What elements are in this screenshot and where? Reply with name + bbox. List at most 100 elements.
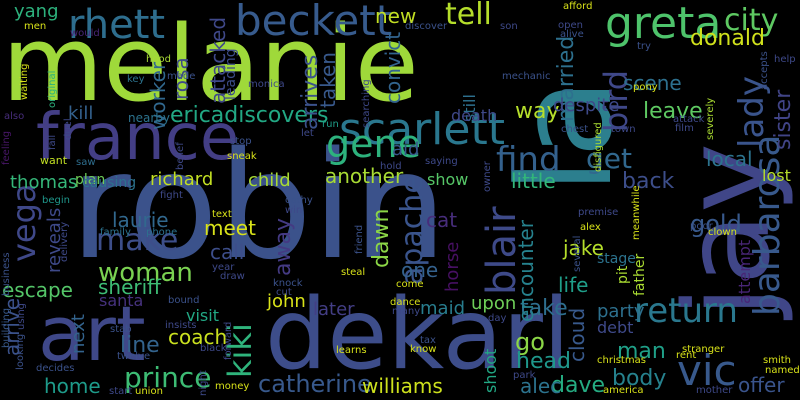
word-hold: hold [380, 161, 402, 172]
word-family: family [100, 227, 131, 238]
word-horse: horse [442, 241, 463, 292]
word-sister: sister [771, 89, 796, 150]
word-despite: despite [553, 95, 620, 116]
word-show: show [427, 170, 469, 189]
word-art: art [38, 289, 146, 378]
word-santa: santa [99, 291, 144, 310]
word-dave: dave [551, 373, 606, 398]
word-would: would [70, 28, 100, 39]
word-belief: belief [175, 142, 186, 170]
word-aid: aid [392, 139, 420, 160]
word-woman: woman [98, 258, 193, 288]
word-dance: dance [390, 297, 421, 308]
word-coach: coach [168, 325, 228, 349]
word-ericadiscovers: ericadiscovers [170, 103, 329, 128]
word-stop: stop [230, 136, 252, 147]
word-away: away [271, 218, 296, 276]
word-run: run [322, 119, 339, 130]
word-alec: alec [520, 374, 562, 398]
word-draw: draw [220, 271, 245, 282]
word-rhett: rhett [68, 2, 166, 48]
word-waiting: waiting [19, 63, 30, 100]
word-monica: monica [248, 79, 285, 90]
word-leave: leave [643, 99, 703, 124]
word-new: new [375, 4, 417, 28]
word-win: win [285, 205, 303, 216]
word-get: get [586, 142, 632, 175]
word-forward: forward [223, 321, 234, 360]
word-greta: greta [605, 0, 722, 49]
word-make: make [96, 223, 179, 258]
word-steal: steal [341, 267, 366, 278]
word-way: way [515, 99, 560, 124]
word-next: next [68, 314, 89, 354]
word-hood: hood [146, 54, 171, 65]
word-delivery: delivery [59, 221, 70, 262]
word-child: child [248, 170, 291, 191]
word-also: also [4, 111, 25, 122]
word-offer: offer [738, 373, 785, 397]
word-clown: clown [708, 227, 737, 238]
word-know: know [410, 344, 437, 355]
word-attempt: attempt [735, 239, 754, 304]
word-home: home [44, 374, 101, 398]
word-night: night [198, 370, 209, 396]
word-jake: jake [563, 236, 604, 260]
word-cut: cut [276, 287, 292, 298]
word-scene: scene [623, 71, 682, 95]
word-williams: williams [362, 374, 443, 398]
word-alive: alive [560, 29, 584, 40]
word-return: return [634, 291, 738, 331]
word-prince: prince [124, 361, 212, 394]
word-plan: plan [75, 172, 106, 188]
word-son: son [500, 21, 518, 32]
word-john: john [267, 291, 306, 312]
word-poor: poor [690, 221, 713, 232]
word-stab: stab [110, 324, 132, 335]
word-accepts: accepts [759, 51, 770, 90]
word-city: city [724, 3, 779, 38]
word-party: party [597, 301, 645, 322]
word-meet: meet [204, 216, 256, 240]
word-premise: premise [578, 207, 619, 218]
word-start: start [109, 386, 133, 397]
word-death: death [451, 106, 498, 125]
word-let: let [301, 128, 314, 139]
word-nearby: nearby [128, 111, 170, 125]
word-attack: attack [673, 114, 705, 125]
word-smith: smith [763, 355, 791, 366]
word-sneak: sneak [227, 151, 257, 162]
word-black: black [200, 343, 227, 354]
word-cloud: cloud [565, 307, 589, 362]
word-begin: begin [42, 195, 70, 206]
word-dekarl: dekarl [265, 278, 571, 392]
word-melanie: melanie [2, 3, 419, 125]
word-dawn: dawn [369, 208, 394, 268]
word-scarlett: scarlett [339, 104, 505, 155]
word-one: one [401, 258, 439, 282]
word-original: original [47, 70, 58, 108]
word-open: open [558, 20, 583, 31]
word-union: union [135, 386, 163, 397]
word-france: france [36, 101, 240, 175]
word-america: america [603, 385, 644, 396]
word-looking: looking [15, 333, 26, 370]
word-causing: causing [82, 175, 137, 191]
word-father: father [632, 253, 648, 296]
word-money: money [215, 381, 250, 392]
word-head: head [516, 349, 571, 374]
word-laurie: laurie [112, 208, 169, 232]
word-town: town [611, 124, 636, 135]
word-film: film [675, 123, 694, 134]
word-pit: pit [615, 265, 631, 284]
word-twelve: twelve [117, 351, 151, 362]
word-debt: debt [597, 318, 634, 337]
word-duel: duel [63, 118, 74, 140]
word-shoot: shoot [481, 348, 500, 393]
word-lost: lost [762, 166, 791, 185]
word-upon: upon [471, 293, 517, 314]
word-barbarosa: barbarosa [747, 134, 788, 316]
word-friend: friend [354, 224, 365, 254]
word-call: call [210, 240, 245, 264]
